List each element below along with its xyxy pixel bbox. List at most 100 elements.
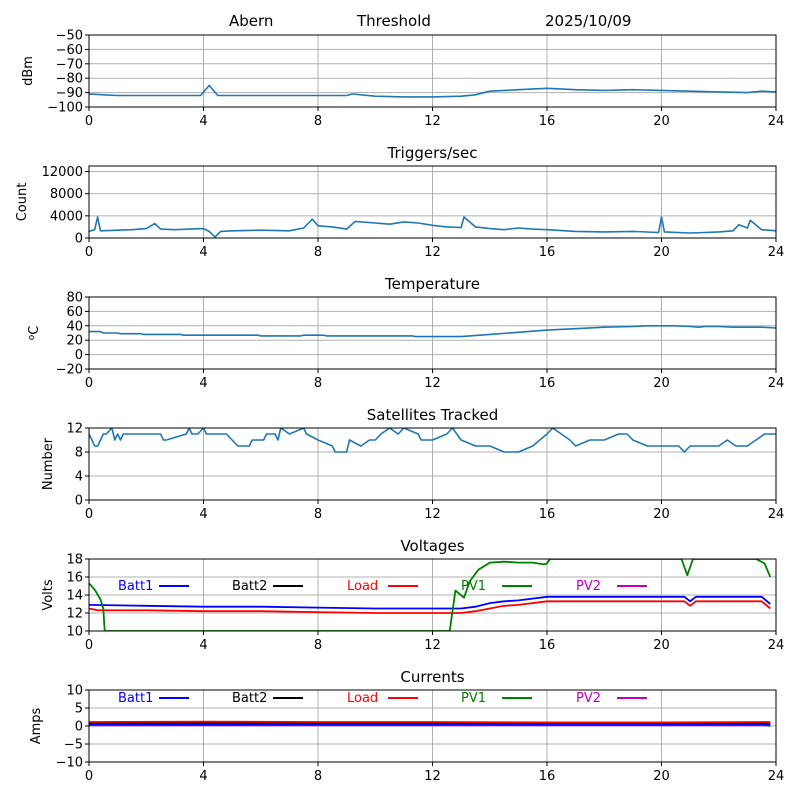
legend-label: Batt2 — [232, 579, 267, 594]
x-tick-label: 0 — [85, 114, 93, 129]
y-tick-label: −90 — [56, 86, 83, 101]
series-line-threshold — [89, 84, 776, 98]
x-tick-label: 12 — [424, 114, 441, 129]
legend-label: PV1 — [461, 579, 486, 594]
header-mode: Threshold — [357, 12, 431, 30]
legend-label: Load — [347, 691, 378, 706]
x-tick-label: 16 — [539, 114, 556, 129]
x-tick-label: 12 — [424, 507, 441, 522]
series-group — [89, 428, 776, 453]
y-tick-label: 10 — [66, 684, 83, 699]
y-axis-label: Amps — [29, 707, 44, 744]
x-tick-label: 16 — [539, 638, 556, 653]
x-tick-label: 8 — [314, 376, 322, 391]
y-tick-label: 60 — [66, 305, 83, 320]
x-tick-label: 12 — [424, 769, 441, 784]
series-line-load — [89, 720, 771, 724]
legend-item-load: Load — [347, 691, 418, 706]
legend-item-batt2: Batt2 — [232, 691, 303, 706]
x-tick-label: 20 — [653, 114, 670, 129]
x-tick-label: 24 — [768, 245, 785, 260]
y-tick-label: 12000 — [42, 165, 83, 180]
legend-item-batt1: Batt1 — [118, 691, 189, 706]
y-axis-label: oC — [27, 326, 42, 341]
y-tick-label: 14 — [66, 589, 83, 604]
y-tick-label: 10 — [66, 625, 83, 640]
chart-title: Satellites Tracked — [367, 406, 498, 424]
x-tick-label: 4 — [199, 114, 207, 129]
panel-currents: 0 4 8 12 16 20 24 10 5 0 −5 −10 Currents Amps Batt1 Bat… — [29, 668, 784, 784]
x-tick-label: 12 — [424, 245, 441, 260]
legend-item-pv2: PV2 — [576, 691, 647, 706]
x-tick-label: 4 — [199, 769, 207, 784]
series-group — [89, 324, 776, 338]
x-tick-label: 20 — [653, 376, 670, 391]
y-tick-label: 16 — [66, 571, 83, 586]
y-tick-label: −10 — [56, 756, 83, 771]
legend-item-load: Load — [347, 579, 418, 594]
y-tick-label: −100 — [47, 101, 83, 116]
legend-label: PV2 — [576, 579, 601, 594]
series-line-batt1 — [89, 595, 771, 610]
series-group — [89, 84, 776, 98]
x-tick-label: 12 — [424, 638, 441, 653]
legend-label: Batt2 — [232, 691, 267, 706]
x-tick-label: 20 — [653, 245, 670, 260]
panel-threshold: 0 4 8 12 16 20 24 −50−60−70−80−90−100 dBm — [21, 29, 784, 130]
x-tick-label: 16 — [539, 769, 556, 784]
y-tick-label: 8000 — [50, 187, 83, 202]
x-tick-label: 4 — [199, 507, 207, 522]
y-axis-label-unit: C — [27, 326, 42, 335]
series-group — [89, 720, 771, 727]
x-tick-label: 4 — [199, 245, 207, 260]
y-tick-label: 5 — [75, 702, 83, 717]
legend-item-batt1: Batt1 — [118, 579, 189, 594]
chart-title: Currents — [400, 668, 464, 686]
y-axis-label: Number — [41, 437, 56, 490]
y-tick-label: 20 — [66, 334, 83, 349]
series-line-satellites — [89, 428, 776, 453]
legend-label: PV1 — [461, 691, 486, 706]
chart-title: Triggers/sec — [387, 144, 478, 162]
x-tick-label: 4 — [199, 638, 207, 653]
x-tick-label: 8 — [314, 114, 322, 129]
y-tick-label: 4000 — [50, 209, 83, 224]
x-tick-label: 0 — [85, 769, 93, 784]
y-tick-label: −80 — [56, 72, 83, 87]
x-tick-label: 20 — [653, 769, 670, 784]
y-tick-label: 12 — [66, 422, 83, 437]
y-tick-label: −5 — [64, 738, 83, 753]
legend-item-pv2: PV2 — [576, 579, 647, 594]
legend-label: Load — [347, 579, 378, 594]
x-tick-label: 8 — [314, 769, 322, 784]
panel-triggers-sec: 0 4 8 12 16 20 24 12000 8000 4000 0 Triggers/sec Cou… — [15, 144, 784, 260]
y-tick-label: 18 — [66, 553, 83, 568]
x-tick-label: 8 — [314, 638, 322, 653]
y-tick-label: −50 — [56, 29, 83, 44]
y-tick-label: 0 — [75, 494, 83, 509]
series-line-load — [89, 600, 771, 614]
y-axis-label: dBm — [21, 56, 36, 86]
y-tick-label: 0 — [75, 232, 83, 247]
y-tick-label: 8 — [75, 446, 83, 461]
x-tick-label: 8 — [314, 507, 322, 522]
series-line-temperature — [89, 324, 776, 338]
y-tick-label: 80 — [66, 291, 83, 306]
header-station: Abern — [229, 12, 274, 30]
legend-item-batt2: Batt2 — [232, 579, 303, 594]
header-date: 2025/10/09 — [545, 12, 632, 30]
y-tick-label: 0 — [75, 348, 83, 363]
x-tick-label: 12 — [424, 376, 441, 391]
x-tick-label: 0 — [85, 638, 93, 653]
y-tick-label: −20 — [56, 363, 83, 378]
legend-label: Batt1 — [118, 579, 153, 594]
x-tick-label: 24 — [768, 376, 785, 391]
legend-item-pv1: PV1 — [461, 579, 532, 594]
series-group — [89, 216, 776, 238]
x-tick-label: 16 — [539, 376, 556, 391]
y-axis-label-degree: o — [27, 334, 37, 340]
x-tick-label: 8 — [314, 245, 322, 260]
x-tick-label: 20 — [653, 507, 670, 522]
